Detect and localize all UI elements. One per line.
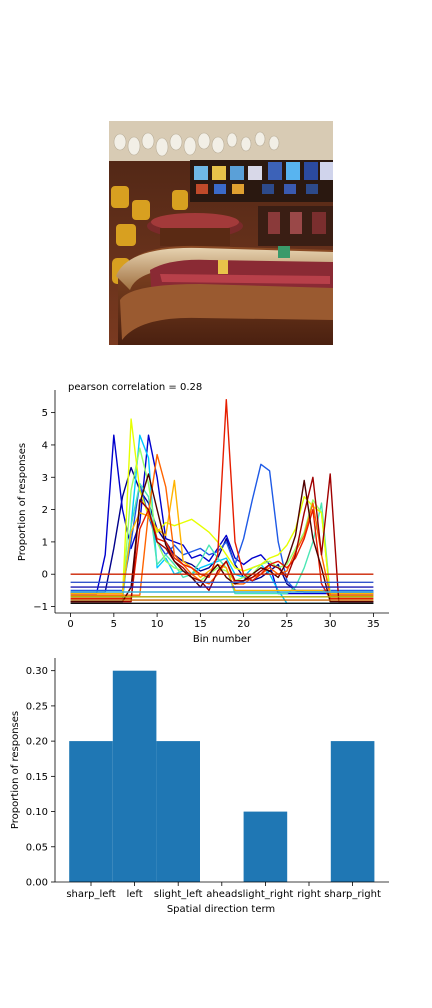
line-x-tick-label: 5 bbox=[111, 619, 117, 630]
line-series-10 bbox=[70, 473, 374, 603]
line-x-tick-label: 30 bbox=[324, 619, 337, 630]
bar-y-tick-label: 0.05 bbox=[26, 842, 48, 853]
bar-x-tick-label: slight_right bbox=[237, 889, 293, 900]
bar-slight-right bbox=[243, 811, 288, 882]
bar-x-tick-label: ahead bbox=[206, 889, 237, 900]
line-y-tick-label: 1 bbox=[42, 537, 48, 548]
line-chart-x-ticks: 0 5 10 15 20 25 30 35 bbox=[67, 613, 380, 630]
line-chart-title: pearson correlation = 0.28 bbox=[68, 382, 202, 393]
line-y-tick-label: −1 bbox=[33, 602, 48, 613]
bar-y-tick-label: 0.00 bbox=[26, 878, 48, 889]
line-x-tick-label: 10 bbox=[151, 619, 164, 630]
line-series-5 bbox=[70, 447, 374, 598]
bar-chart-xlabel: Spatial direction term bbox=[167, 904, 275, 915]
line-y-tick-label: 0 bbox=[42, 570, 48, 581]
line-x-tick-label: 35 bbox=[367, 619, 380, 630]
bar-x-tick-label: left bbox=[126, 889, 142, 900]
bar-sharp-left bbox=[69, 741, 113, 882]
line-x-tick-label: 15 bbox=[194, 619, 207, 630]
back-table-icon bbox=[147, 213, 243, 246]
bar-sharp-right bbox=[330, 741, 375, 882]
line-chart-y-ticks: −1 0 1 2 3 4 5 bbox=[33, 408, 55, 613]
line-chart-ylabel: Proportion of responses bbox=[17, 443, 28, 561]
bar-y-tick-label: 0.25 bbox=[26, 701, 48, 712]
bar-left bbox=[112, 670, 157, 882]
line-x-tick-label: 25 bbox=[281, 619, 294, 630]
chandelier-icons bbox=[113, 131, 280, 157]
bar-chart-y-ticks: 0.00 0.05 0.10 0.15 0.20 0.25 0.30 bbox=[26, 666, 55, 889]
line-x-tick-label: 0 bbox=[67, 619, 73, 630]
bar-x-tick-label: right bbox=[297, 889, 321, 900]
line-series-11 bbox=[70, 473, 374, 603]
machines-right-icon bbox=[258, 206, 333, 246]
line-y-tick-label: 3 bbox=[42, 473, 48, 484]
bar-y-tick-label: 0.30 bbox=[26, 666, 48, 677]
bar-y-tick-label: 0.20 bbox=[26, 737, 48, 748]
bar-y-tick-label: 0.10 bbox=[26, 807, 48, 818]
bar-chart: sharp_left left slight_left ahead slight_rig… bbox=[10, 658, 389, 915]
line-x-tick-label: 20 bbox=[237, 619, 250, 630]
line-plot-area bbox=[70, 399, 374, 604]
bar-chart-x-ticks: sharp_left left slight_left ahead slight_rig… bbox=[66, 882, 381, 900]
bar-x-tick-label: sharp_right bbox=[324, 889, 381, 900]
bar-chart-ylabel: Proportion of responses bbox=[10, 711, 21, 829]
line-chart: pearson correlation = 0.28 0 5 10 15 20 25 30 3… bbox=[17, 382, 389, 645]
bar-x-tick-label: slight_left bbox=[154, 889, 203, 900]
chairs-icon bbox=[111, 186, 188, 284]
line-y-tick-label: 5 bbox=[42, 408, 48, 419]
bar-y-tick-label: 0.15 bbox=[26, 772, 48, 783]
bar-plot-area bbox=[69, 670, 375, 882]
craps-table-icon bbox=[116, 245, 333, 345]
bar-x-tick-label: sharp_left bbox=[66, 889, 115, 900]
slot-machines-icon bbox=[190, 160, 333, 202]
bar-slight-left bbox=[156, 741, 200, 882]
line-chart-xlabel: Bin number bbox=[193, 634, 252, 645]
casino-photo bbox=[109, 121, 333, 345]
line-y-tick-label: 4 bbox=[42, 440, 48, 451]
line-series-9 bbox=[70, 399, 374, 600]
line-y-tick-label: 2 bbox=[42, 505, 48, 516]
